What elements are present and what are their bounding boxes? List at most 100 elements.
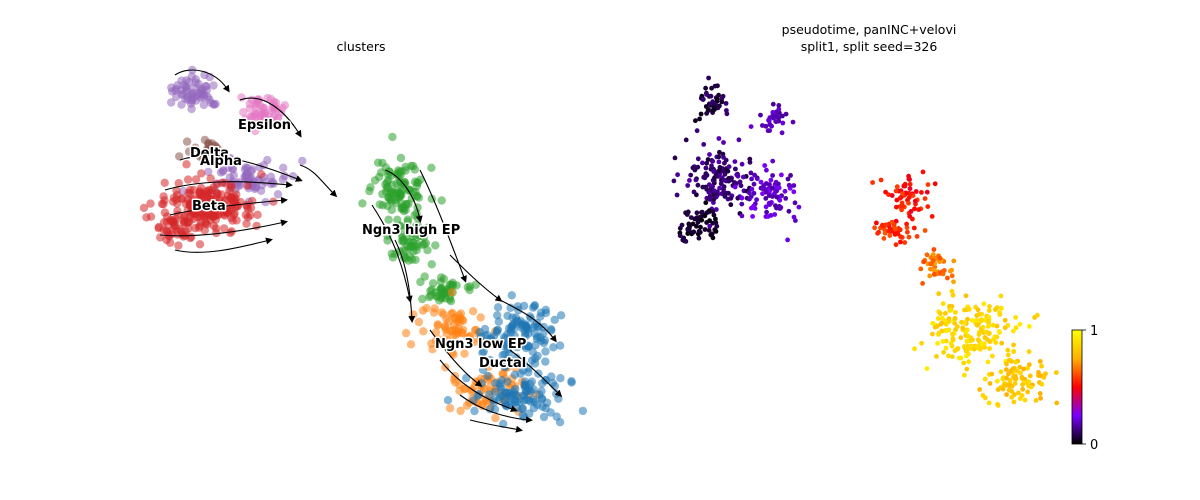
- pseudotime-point: [717, 185, 722, 191]
- pseudotime-point: [881, 236, 887, 241]
- pseudotime-point: [760, 123, 765, 128]
- pseudotime-panel: pseudotime, panINC+velovi split1, split …: [671, 22, 1098, 453]
- pseudotime-point: [716, 92, 721, 98]
- colorbar: 1 0: [1071, 324, 1098, 453]
- cluster-point: [478, 348, 487, 358]
- cluster-point: [209, 81, 218, 90]
- cluster-point: [510, 370, 519, 379]
- pseudotime-point: [906, 176, 912, 182]
- pseudotime-point: [728, 177, 734, 183]
- pseudotime-point: [737, 179, 743, 185]
- pseudotime-point: [768, 201, 773, 206]
- cluster-point: [511, 384, 520, 394]
- pseudotime-point: [721, 187, 726, 193]
- cluster-point: [437, 196, 446, 205]
- pseudotime-point: [996, 329, 1002, 334]
- pseudotime-point: [773, 119, 779, 124]
- pseudotime-point: [991, 337, 996, 342]
- cluster-point: [395, 221, 404, 230]
- cluster-point: [512, 353, 521, 362]
- cluster-point: [387, 180, 397, 190]
- pseudotime-point: [1027, 324, 1032, 329]
- cluster-point: [203, 190, 213, 200]
- pseudotime-point: [683, 137, 689, 143]
- cluster-point: [420, 272, 429, 281]
- streamline: [384, 169, 423, 223]
- pseudotime-point: [1020, 386, 1026, 392]
- cluster-point: [180, 211, 190, 221]
- pseudotime-point: [764, 167, 769, 173]
- cluster-point: [521, 332, 530, 341]
- cluster-point: [409, 310, 418, 319]
- pseudotime-point: [796, 204, 802, 210]
- pseudotime-point: [940, 301, 946, 307]
- pseudotime-point: [721, 155, 726, 160]
- cluster-label: Delta: [190, 146, 229, 161]
- cluster-point: [273, 113, 282, 123]
- pseudotime-point: [709, 85, 714, 91]
- cluster-point: [229, 196, 238, 205]
- pseudotime-point: [1013, 325, 1019, 331]
- pseudotime-point: [892, 226, 898, 232]
- streamline: [179, 155, 303, 182]
- pseudotime-point: [945, 275, 950, 281]
- pseudotime-point: [708, 93, 714, 99]
- pseudotime-point: [954, 324, 960, 329]
- cluster-point: [523, 384, 532, 393]
- pseudotime-point: [752, 172, 757, 178]
- pseudotime-point: [747, 159, 753, 165]
- pseudotime-point: [990, 322, 996, 328]
- pseudotime-point: [994, 323, 1000, 329]
- streamline: [469, 419, 523, 433]
- pseudotime-point: [1021, 366, 1026, 372]
- cluster-point: [567, 377, 576, 386]
- pseudotime-point: [987, 304, 992, 309]
- pseudotime-point: [920, 281, 925, 286]
- cluster-point: [493, 303, 503, 312]
- cluster-point: [485, 390, 494, 399]
- cluster-point: [173, 81, 182, 90]
- pseudotime-point: [894, 184, 900, 190]
- streamline: [174, 69, 230, 93]
- pseudotime-point: [695, 164, 701, 170]
- cluster-point: [407, 161, 416, 171]
- cluster-point: [438, 288, 447, 297]
- pseudotime-point: [997, 310, 1002, 315]
- cluster-point: [183, 95, 192, 105]
- pseudotime-point: [961, 360, 967, 366]
- pseudotime-point: [935, 316, 941, 321]
- pseudotime-point: [906, 200, 911, 206]
- cluster-points: [139, 65, 588, 429]
- pseudotime-point: [773, 203, 778, 209]
- pseudotime-point: [707, 182, 712, 188]
- cluster-point: [206, 174, 215, 183]
- pseudotime-point: [790, 119, 796, 125]
- pseudotime-point: [1005, 347, 1011, 353]
- pseudotime-point: [710, 99, 716, 105]
- pseudotime-point: [751, 190, 757, 196]
- cluster-point: [478, 401, 487, 411]
- pseudotime-point: [692, 216, 698, 222]
- pseudotime-point: [716, 159, 722, 165]
- cluster-point: [396, 153, 406, 163]
- pseudotime-point: [924, 189, 930, 195]
- pseudotime-point: [951, 258, 957, 264]
- pseudotime-point: [706, 227, 712, 233]
- pseudotime-point: [927, 273, 933, 279]
- cluster-point: [427, 163, 436, 172]
- pseudotime-point: [936, 330, 942, 336]
- pseudotime-point: [704, 111, 709, 116]
- cluster-point: [253, 210, 262, 219]
- cluster-point: [455, 380, 464, 389]
- pseudotime-point: [711, 188, 717, 194]
- pseudotime-point: [964, 366, 970, 372]
- pseudotime-point: [786, 183, 792, 188]
- pseudotime-point: [950, 292, 956, 298]
- pseudotime-point: [968, 343, 974, 349]
- pseudotime-point: [716, 154, 722, 160]
- cluster-point: [174, 241, 183, 250]
- cluster-point: [172, 186, 181, 195]
- cluster-point: [168, 225, 177, 234]
- pseudotime-point: [1037, 359, 1043, 364]
